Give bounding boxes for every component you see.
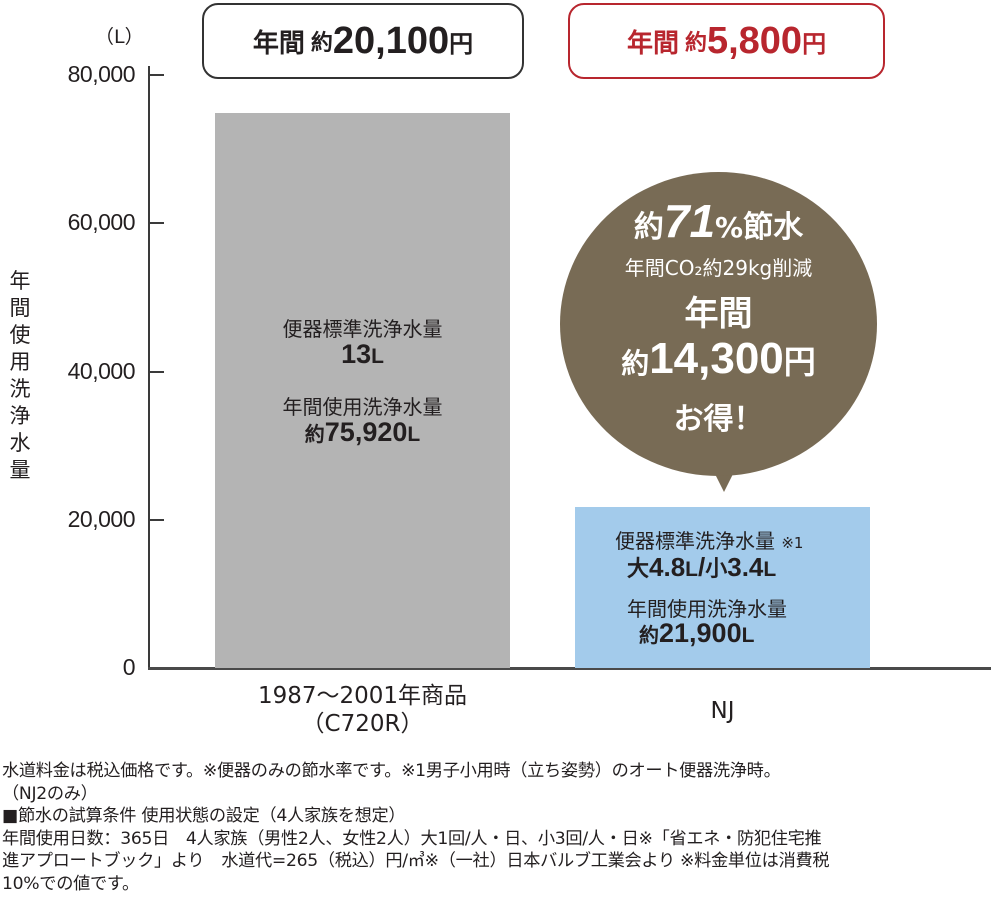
unit-l: L <box>685 558 698 581</box>
y-tick-80000 <box>148 74 164 76</box>
footnotes: 水道料金は税込価格です。※便器のみの節水率です。※1男子小用時（立ち姿勢）のオー… <box>2 760 998 896</box>
cost-approx: 約 <box>310 31 333 56</box>
cost-amount: 20,100 <box>332 19 450 62</box>
annual-cost-nj-box: 年間 約 5,800 円 <box>568 3 885 79</box>
y-tick-60000 <box>148 222 164 224</box>
separator: / <box>698 552 706 582</box>
footnote-line: 水道料金は税込価格です。※便器のみの節水率です。※1男子小用時（立ち姿勢）のオー… <box>2 761 781 781</box>
bar-old-model: 便器標準洗浄水量 13L 年間使用洗浄水量 約75,920L <box>215 113 510 668</box>
y-axis-title-char: 年 <box>9 269 31 293</box>
y-axis-title-char: 量 <box>9 458 31 482</box>
y-tick-label: 40,000 <box>67 358 136 384</box>
annual-volume-value: 75,920 <box>324 417 408 447</box>
y-axis-title-char: 洗 <box>9 377 31 401</box>
annual-cost-old-box: 年間 約 20,100 円 <box>202 3 524 79</box>
y-axis-title-char: 間 <box>9 296 31 320</box>
cost-yen: 円 <box>802 29 827 58</box>
bar-label-flush-volume: 便器標準洗浄水量 ※1 <box>615 525 870 554</box>
unit-l: L <box>371 345 384 368</box>
y-tick-label: 60,000 <box>67 209 136 235</box>
approx-label: 約 <box>639 625 659 647</box>
cost-yen: 円 <box>449 29 474 58</box>
y-tick-40000 <box>148 371 164 373</box>
y-tick-label: 20,000 <box>67 506 136 532</box>
cost-prefix: 年間 <box>626 28 679 59</box>
y-axis-title: 年 間 使 用 洗 浄 水 量 <box>8 268 32 484</box>
cost-prefix: 年間 <box>252 28 305 59</box>
footnote-line: （NJ2のみ） <box>2 783 98 804</box>
footnote-line: 10%での値です。 <box>2 873 139 894</box>
footnote-line: ■節水の試算条件 使用状態の設定（4人家族を想定） <box>2 806 406 827</box>
yen-label: 円 <box>783 343 816 381</box>
category-model: （C720R） <box>301 711 424 737</box>
flush-volume-label: 便器標準洗浄水量 <box>615 529 775 553</box>
annual-label: 年間 <box>684 294 753 334</box>
large-flush-label: 大 <box>627 556 650 581</box>
large-flush-value: 4.8 <box>649 552 686 582</box>
approx-label: 約 <box>633 210 664 245</box>
bar-label-annual-volume: 年間使用洗浄水量 <box>627 597 787 621</box>
footnote-ref: ※1 <box>781 534 804 552</box>
savings-bubble: 約71%節水 年間CO₂約29kg削減 年間 約14,300円 お得！ <box>560 172 877 476</box>
percent-sign: % <box>715 211 744 244</box>
bar-label-annual-volume: 年間使用洗浄水量 <box>282 395 443 419</box>
footnote-line: 進アプロートブック」より 水道代=265（税込）円/㎥※（一社）日本バルブ工業会… <box>2 851 830 872</box>
x-category-nj: NJ <box>710 698 735 724</box>
y-axis-title-char: 水 <box>9 431 31 455</box>
cost-approx: 約 <box>684 31 707 56</box>
small-flush-label: 小 <box>705 556 728 581</box>
y-axis-line <box>148 66 150 669</box>
bar-label-flush-volume: 便器標準洗浄水量 <box>282 317 443 341</box>
savings-tagline: お得！ <box>673 402 764 437</box>
approx-label: 約 <box>304 424 325 446</box>
unit-l: L <box>741 624 755 647</box>
cost-amount: 5,800 <box>706 19 803 62</box>
savings-label: 節水 <box>743 210 804 245</box>
y-tick-label: 80,000 <box>67 61 136 87</box>
annual-volume-value: 21,900 <box>659 618 742 648</box>
savings-percent-value: 71 <box>663 195 716 247</box>
savings-amount: 14,300 <box>649 334 784 383</box>
x-category-old: 1987～2001年商品 （C720R） <box>205 682 520 738</box>
bar-nj-model: 便器標準洗浄水量 ※1 大4.8L/小3.4L 年間使用洗浄水量 約21,900… <box>575 507 870 668</box>
small-flush-value: 3.4 <box>727 552 764 582</box>
unit-l: L <box>407 423 421 446</box>
approx-label: 約 <box>621 347 650 380</box>
y-axis-title-char: 用 <box>9 350 31 374</box>
unit-l: L <box>763 558 777 581</box>
y-tick-label: 0 <box>122 654 136 680</box>
y-axis-unit: （L） <box>95 26 144 48</box>
category-label: 1987～2001年商品 <box>257 683 468 709</box>
co2-reduction: 年間CO₂約29kg削減 <box>624 256 813 280</box>
x-axis-line <box>148 667 991 670</box>
footnote-line: 年間使用日数：365日 4人家族（男性2人、女性2人）大1回/人・日、小3回/人… <box>2 828 822 849</box>
y-axis-title-char: 浄 <box>9 404 31 428</box>
flush-volume-value: 13 <box>341 339 372 369</box>
y-axis-title-char: 使 <box>9 323 31 347</box>
y-tick-20000 <box>148 519 164 521</box>
